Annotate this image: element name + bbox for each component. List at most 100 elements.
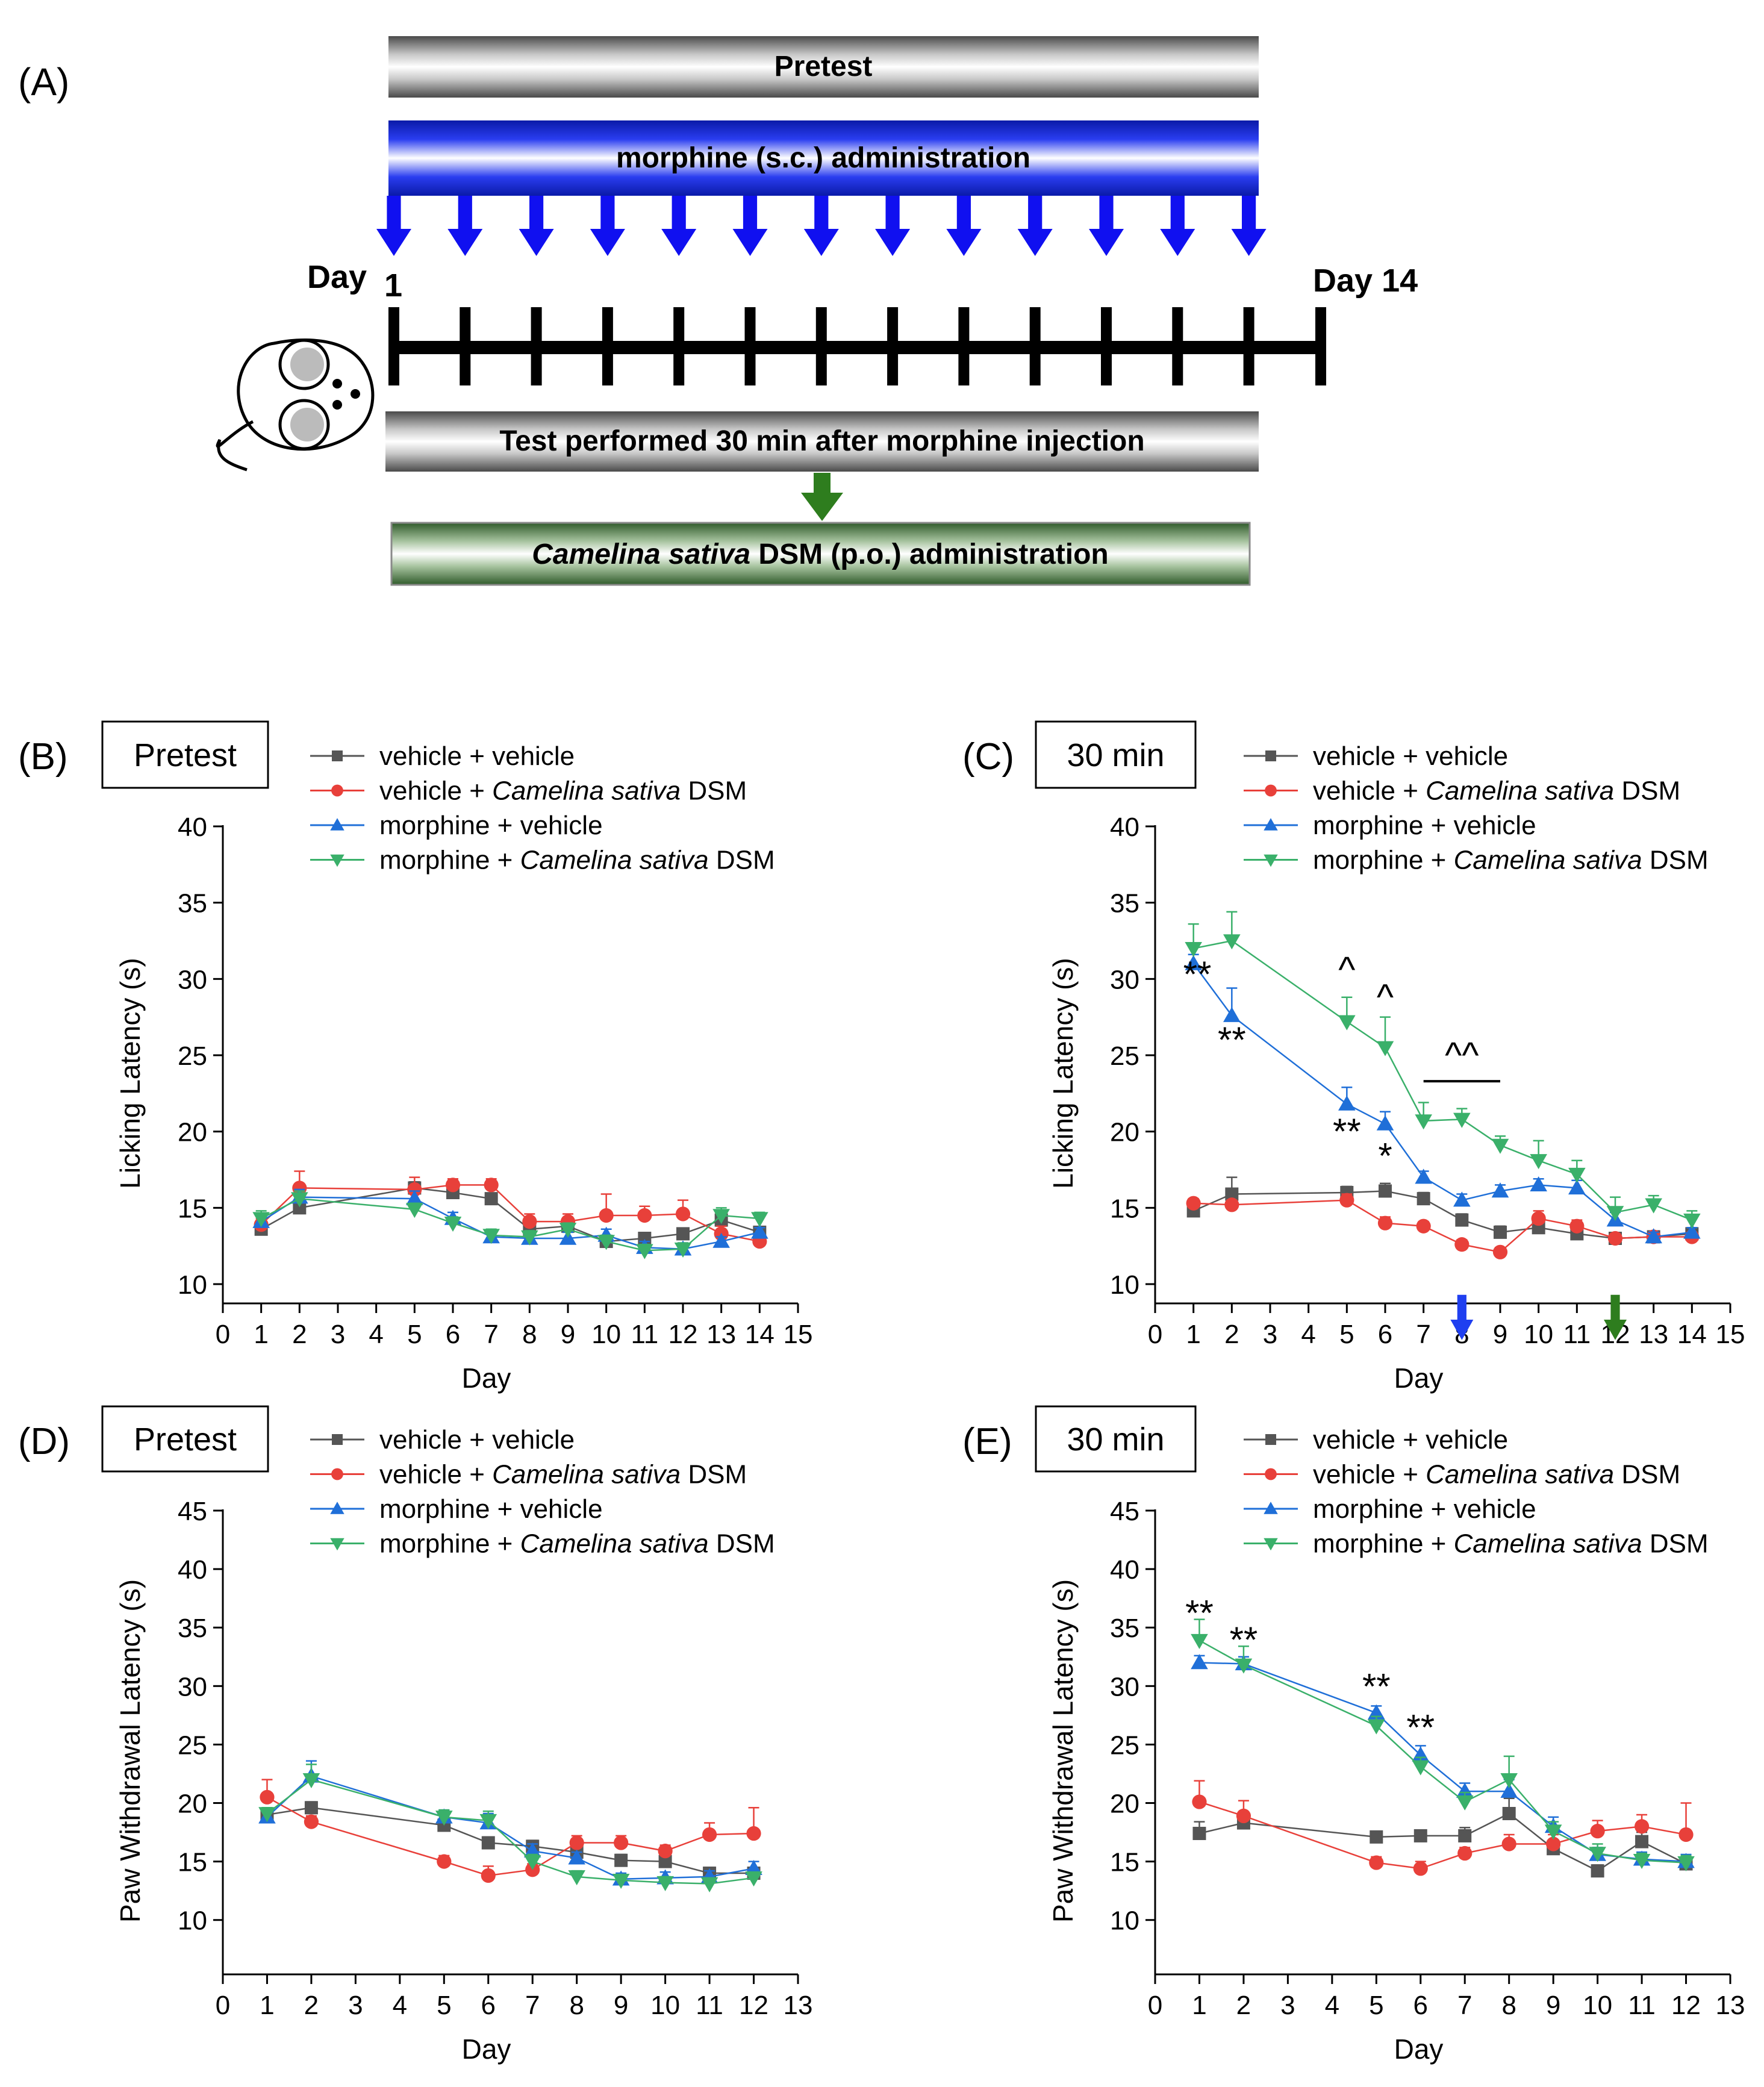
circle-marker <box>1457 1845 1473 1861</box>
y-tick-label: 15 <box>1110 1194 1139 1223</box>
circle-marker <box>407 1182 422 1197</box>
legend-label-prefix: vehicle + vehicle <box>1313 1425 1508 1455</box>
x-tick-label: 4 <box>369 1320 383 1349</box>
legend-label: vehicle + Camelina sativa DSM <box>1313 1460 1680 1490</box>
triangle-down-marker <box>700 1877 718 1892</box>
x-tick-label: 4 <box>393 1991 407 2020</box>
series-line <box>266 1775 754 1880</box>
triangle-down-marker <box>435 1811 453 1826</box>
legend-label-prefix: vehicle + <box>1313 776 1426 806</box>
legend-label-italic: Camelina sativa <box>520 1529 709 1559</box>
series-4 <box>1185 911 1701 1229</box>
x-tick-label: 3 <box>348 1991 363 2020</box>
triangle-down-marker <box>252 1212 270 1228</box>
legend-label: morphine + Camelina sativa DSM <box>1313 846 1709 875</box>
x-tick-label: 10 <box>650 1991 680 2020</box>
legend-label-prefix: vehicle + <box>379 776 492 806</box>
circle-marker <box>445 1178 461 1193</box>
test-bar-label: Test performed 30 min after morphine inj… <box>499 425 1144 457</box>
y-tick-label: 20 <box>178 1789 207 1819</box>
triangle-up-marker <box>712 1232 730 1248</box>
triangle-down-marker <box>1264 854 1278 867</box>
legend-label-italic: Camelina sativa <box>492 1460 681 1490</box>
triangle-down-marker <box>479 1814 497 1829</box>
triangle-up-marker <box>1376 1115 1394 1131</box>
square-marker <box>1635 1835 1649 1848</box>
triangle-down-marker <box>1185 941 1202 957</box>
legend-item: vehicle + vehicle <box>1244 741 1508 771</box>
x-tick-label: 13 <box>1639 1320 1668 1349</box>
x-tick-label: 10 <box>1524 1320 1553 1349</box>
y-tick-label: 35 <box>178 889 207 919</box>
morphine-bar-label: morphine (s.c.) administration <box>616 142 1030 174</box>
x-axis-label: Day <box>1394 1362 1444 1394</box>
legend-label-prefix: morphine + vehicle <box>379 1494 603 1524</box>
x-tick-label: 11 <box>1563 1320 1591 1349</box>
y-tick-label: 35 <box>1110 889 1139 919</box>
triangle-down-marker <box>1415 1114 1432 1130</box>
y-axis-label: Licking Latency (s) <box>1047 958 1079 1189</box>
square-marker <box>658 1855 672 1868</box>
x-tick-label: 2 <box>304 1991 319 2020</box>
x-tick-label: 2 <box>1224 1320 1239 1349</box>
title-box <box>1035 1405 1197 1473</box>
circle-marker <box>1531 1211 1546 1226</box>
chart-panel-d: (D) Pretest vehicle + vehicle vehicle + Cam… <box>18 1405 812 2065</box>
circle-marker <box>331 1468 343 1480</box>
chart-panel-b: (B) Pretest vehicle + vehicle vehicle + Cam… <box>18 720 812 1394</box>
legend-item: morphine + vehicle <box>310 811 603 840</box>
y-tick-label: 25 <box>178 1041 207 1071</box>
x-axis-label: Day <box>1394 2033 1444 2065</box>
y-tick-label: 25 <box>178 1730 207 1760</box>
y-tick-label: 45 <box>178 1497 207 1526</box>
triangle-down-marker <box>1264 1538 1278 1551</box>
title-box <box>101 1405 269 1473</box>
y-tick-label: 40 <box>1110 813 1139 842</box>
legend-label-suffix: DSM <box>709 846 775 875</box>
x-tick-label: 0 <box>1148 1991 1162 2020</box>
triangle-down-marker <box>559 1223 577 1238</box>
injection-arrow-icon <box>1017 196 1053 256</box>
circle-marker <box>1413 1861 1428 1876</box>
x-tick-label: 8 <box>522 1320 537 1349</box>
x-tick-label: 5 <box>437 1991 451 2020</box>
series-2 <box>260 1779 761 1883</box>
triangle-down-marker <box>1412 1760 1430 1776</box>
significance-annotation: ** <box>1230 1620 1258 1660</box>
panel-label: (C) <box>962 736 1014 778</box>
triangle-down-marker <box>712 1209 730 1224</box>
triangle-down-marker <box>1568 1167 1586 1183</box>
legend-label: vehicle + vehicle <box>1313 741 1508 771</box>
x-tick-label: 12 <box>669 1320 698 1349</box>
triangle-down-marker <box>521 1230 538 1246</box>
square-marker <box>481 1836 495 1850</box>
legend-label: morphine + vehicle <box>1313 811 1536 840</box>
circle-marker <box>484 1178 499 1193</box>
triangle-down-marker <box>1376 1041 1394 1056</box>
triangle-down-marker <box>568 1870 585 1886</box>
injection-arrow-icon <box>590 196 625 256</box>
square-marker <box>332 750 343 761</box>
square-marker <box>1416 1192 1430 1206</box>
circle-marker <box>1607 1231 1623 1246</box>
circle-marker <box>1569 1218 1585 1234</box>
series-line <box>1199 1812 1687 1872</box>
x-tick-label: 5 <box>1339 1320 1354 1349</box>
circle-marker <box>658 1844 673 1859</box>
legend-label: morphine + Camelina sativa DSM <box>379 846 775 875</box>
legend-label: morphine + Camelina sativa DSM <box>1313 1529 1709 1559</box>
triangle-up-marker <box>330 1502 344 1514</box>
x-tick-label: 6 <box>1378 1320 1392 1349</box>
circle-marker <box>1634 1819 1650 1834</box>
legend-item: vehicle + Camelina sativa DSM <box>1244 1460 1680 1490</box>
significance-annotation: ** <box>1185 1593 1214 1633</box>
circle-marker <box>304 1814 319 1829</box>
x-axis-label: Day <box>462 2033 511 2065</box>
x-tick-label: 11 <box>1628 1991 1656 2020</box>
circle-marker <box>746 1826 761 1841</box>
square-marker <box>1494 1225 1507 1239</box>
injection-arrow-icon <box>732 196 768 256</box>
injection-arrow-icon <box>946 196 982 256</box>
treatment-arrow-icon <box>1604 1294 1627 1340</box>
injection-arrow-icon <box>447 196 483 256</box>
